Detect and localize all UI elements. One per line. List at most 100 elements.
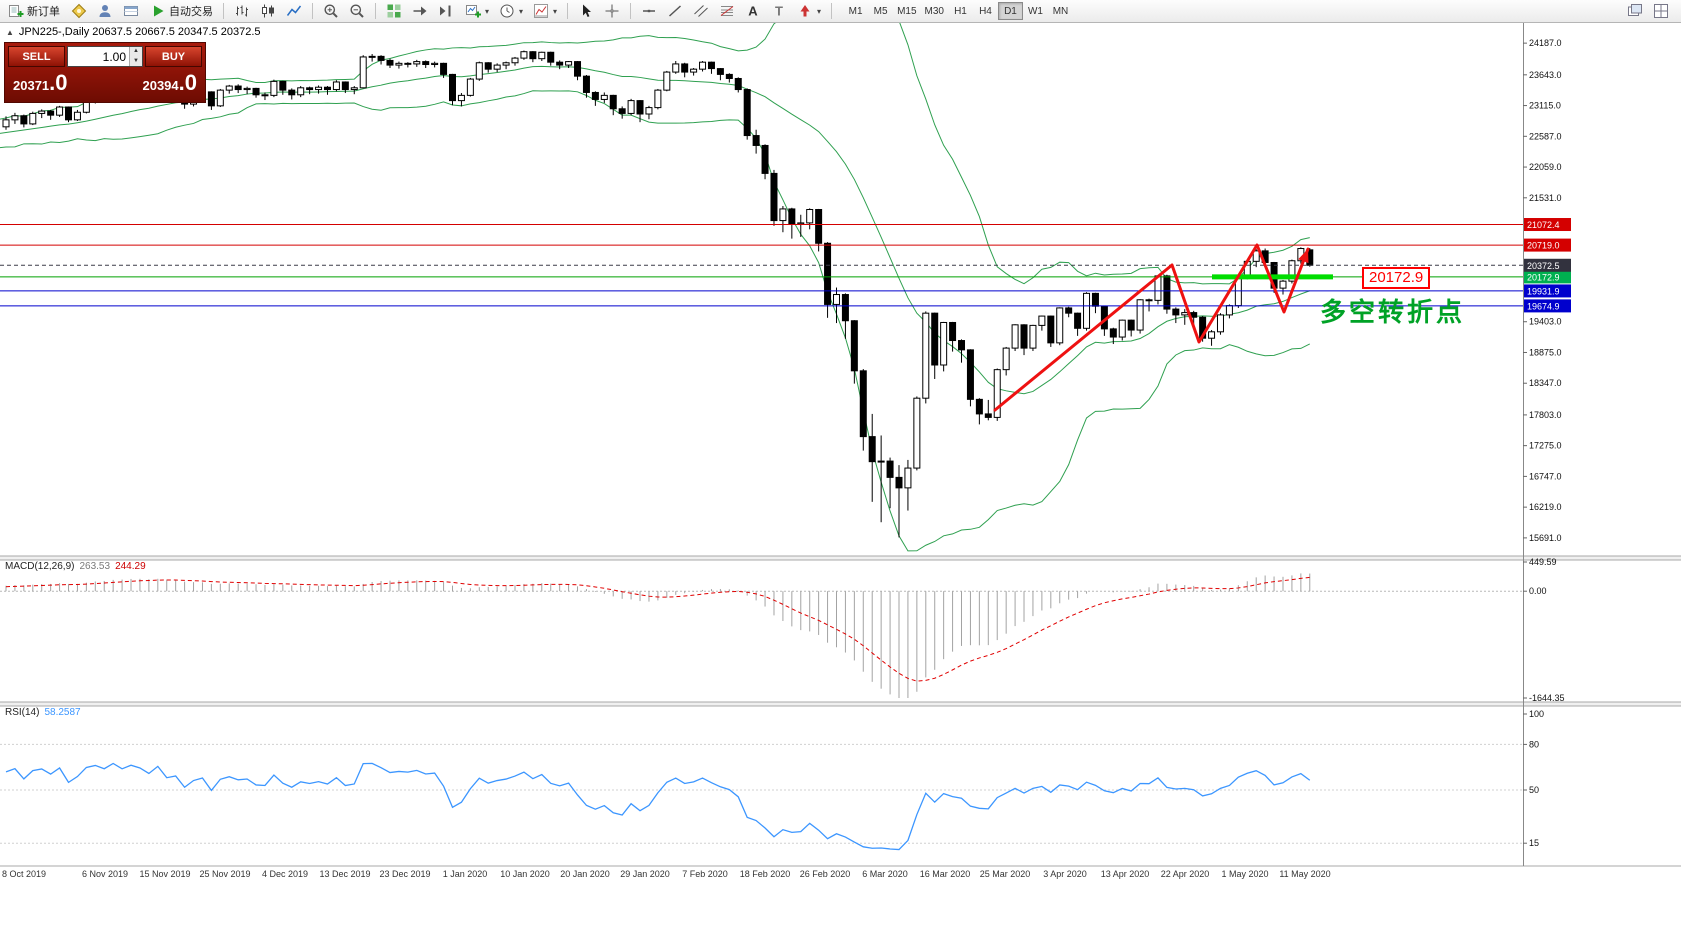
svg-text:0.00: 0.00 xyxy=(1529,586,1547,596)
bar-chart-button[interactable] xyxy=(229,1,255,21)
tile-windows-icon xyxy=(387,4,401,18)
toolbar-separator xyxy=(375,3,376,19)
svg-text:19403.0: 19403.0 xyxy=(1529,317,1562,327)
macd-value: 263.53 xyxy=(79,561,111,572)
open-chart-icon xyxy=(1628,4,1642,16)
terminal-button[interactable] xyxy=(118,1,144,21)
svg-text:24187.0: 24187.0 xyxy=(1529,38,1562,48)
trend-zigzag-annotation[interactable] xyxy=(993,243,1310,412)
horizontal-line-icon xyxy=(643,9,656,13)
label-button[interactable]: T xyxy=(766,1,792,21)
profile-button[interactable] xyxy=(92,1,118,21)
trendline-button[interactable] xyxy=(662,1,688,21)
trendline-icon xyxy=(669,5,682,17)
new-chart-button[interactable]: ▾ xyxy=(460,1,494,21)
svg-text:4 Dec 2019: 4 Dec 2019 xyxy=(262,869,308,879)
window-layout-icon xyxy=(1654,4,1668,18)
svg-text:25 Nov 2019: 25 Nov 2019 xyxy=(199,869,250,879)
crosshair-button[interactable] xyxy=(599,1,625,21)
cursor-button[interactable] xyxy=(573,1,599,21)
zoom-out-icon xyxy=(350,4,364,18)
svg-text:6 Nov 2019: 6 Nov 2019 xyxy=(82,869,128,879)
svg-text:80: 80 xyxy=(1529,739,1539,749)
chart-shift-icon xyxy=(440,5,451,17)
buy-button[interactable]: BUY xyxy=(145,46,202,67)
sell-price: 20371.0 xyxy=(13,70,68,95)
arrows-button[interactable]: ▾ xyxy=(792,1,826,21)
timeframe-button-d1[interactable]: D1 xyxy=(997,2,1023,20)
candlestick-chart-icon xyxy=(262,4,274,18)
zoom-in-button[interactable] xyxy=(318,1,344,21)
macd-name: MACD(12,26,9) xyxy=(5,561,75,572)
text-icon: A xyxy=(748,4,758,19)
line-chart-button[interactable] xyxy=(281,1,307,21)
svg-text:50: 50 xyxy=(1529,785,1539,795)
svg-text:17275.0: 17275.0 xyxy=(1529,441,1562,451)
svg-text:22059.0: 22059.0 xyxy=(1529,162,1562,172)
new-order-button[interactable]: 新订单 xyxy=(3,1,65,21)
timeframe-button-h1[interactable]: H1 xyxy=(954,5,967,17)
svg-text:15691.0: 15691.0 xyxy=(1529,533,1562,543)
collapse-arrow-icon[interactable]: ▲ xyxy=(6,27,14,37)
price-callout-box[interactable]: 20172.9 xyxy=(1362,267,1431,289)
svg-text:20719.0: 20719.0 xyxy=(1527,241,1560,251)
svg-text:23115.0: 23115.0 xyxy=(1529,101,1561,111)
chevron-down-icon: ▾ xyxy=(485,6,490,16)
turning-point-text[interactable]: 多空转折点 xyxy=(1320,297,1466,327)
timeframe-button-mn[interactable]: MN xyxy=(1052,5,1069,17)
timeframe-button-m15[interactable]: M15 xyxy=(897,5,917,17)
svg-text:18875.0: 18875.0 xyxy=(1529,347,1562,357)
chart-shift-button[interactable] xyxy=(433,1,459,21)
tile-windows-button[interactable] xyxy=(381,1,407,21)
timeframe-button-m30[interactable]: M30 xyxy=(924,5,944,17)
autotrade-icon xyxy=(154,5,164,17)
window-layout-button[interactable] xyxy=(1648,1,1674,21)
candlestick-chart-button[interactable] xyxy=(255,1,281,21)
new-order-label: 新订单 xyxy=(27,6,60,18)
volume-down-icon[interactable]: ▼ xyxy=(130,56,142,66)
svg-text:15 Nov 2019: 15 Nov 2019 xyxy=(139,869,190,879)
label-icon: T xyxy=(775,4,783,19)
timeframe-button-h4[interactable]: H4 xyxy=(979,5,992,17)
channel-button[interactable] xyxy=(688,1,714,21)
timeframe-button-w1[interactable]: W1 xyxy=(1027,5,1043,17)
volume-up-icon[interactable]: ▲ xyxy=(130,47,142,57)
fibonacci-button[interactable] xyxy=(714,1,740,21)
auto-scroll-button[interactable] xyxy=(407,1,433,21)
price-axis-labels: 24187.0 23643.0 23115.0 22587.0 22059.0 21531… xyxy=(1523,38,1571,543)
toolbar-separator xyxy=(312,3,313,19)
rsi-value: 58.2587 xyxy=(44,707,81,718)
autotrade-button[interactable]: 自动交易 xyxy=(145,1,218,21)
svg-text:26 Feb 2020: 26 Feb 2020 xyxy=(800,869,851,879)
text-button[interactable]: A xyxy=(740,1,766,21)
svg-text:A: A xyxy=(748,4,758,19)
open-chart-button[interactable] xyxy=(1622,1,1648,21)
panel-splitters[interactable] xyxy=(0,22,1681,867)
svg-text:7 Feb 2020: 7 Feb 2020 xyxy=(682,869,728,879)
horizontal-line-objects[interactable] xyxy=(0,224,1523,307)
symbol-ohlc-label: ▲ JPN225-,Daily 20637.5 20667.5 20347.5 … xyxy=(6,26,261,38)
toolbar: 新订单 自动交易 ▾ ▾ ▾ A T ▾ M1 M5 M15 M30 H1 H4 D1 W1 MN xyxy=(0,0,1681,23)
svg-text:16 Mar 2020: 16 Mar 2020 xyxy=(920,869,971,879)
zoom-out-button[interactable] xyxy=(344,1,370,21)
market-watch-button[interactable] xyxy=(66,1,92,21)
svg-text:1 May 2020: 1 May 2020 xyxy=(1221,869,1268,879)
svg-text:21072.4: 21072.4 xyxy=(1527,220,1560,230)
volume-input[interactable] xyxy=(68,47,129,66)
svg-text:19674.9: 19674.9 xyxy=(1527,301,1560,311)
cursor-icon xyxy=(583,4,592,17)
svg-text:22587.0: 22587.0 xyxy=(1529,131,1562,141)
one-click-prices: 20371.0 20394.0 xyxy=(5,68,205,96)
toolbar-separator xyxy=(831,3,833,19)
sell-button[interactable]: SELL xyxy=(8,46,65,67)
macd-panel: 449.59 0.00 -1644.35 xyxy=(0,557,1565,703)
timeframe-button-m5[interactable]: M5 xyxy=(873,5,888,17)
timeframe-button-m1[interactable]: M1 xyxy=(848,5,863,17)
period-button[interactable]: ▾ xyxy=(494,1,528,21)
toolbar-separator xyxy=(630,3,632,19)
crosshair-icon xyxy=(605,4,619,18)
horizontal-line-button[interactable] xyxy=(636,1,662,21)
indicators-button[interactable]: ▾ xyxy=(528,1,562,21)
chevron-down-icon: ▾ xyxy=(817,6,822,16)
